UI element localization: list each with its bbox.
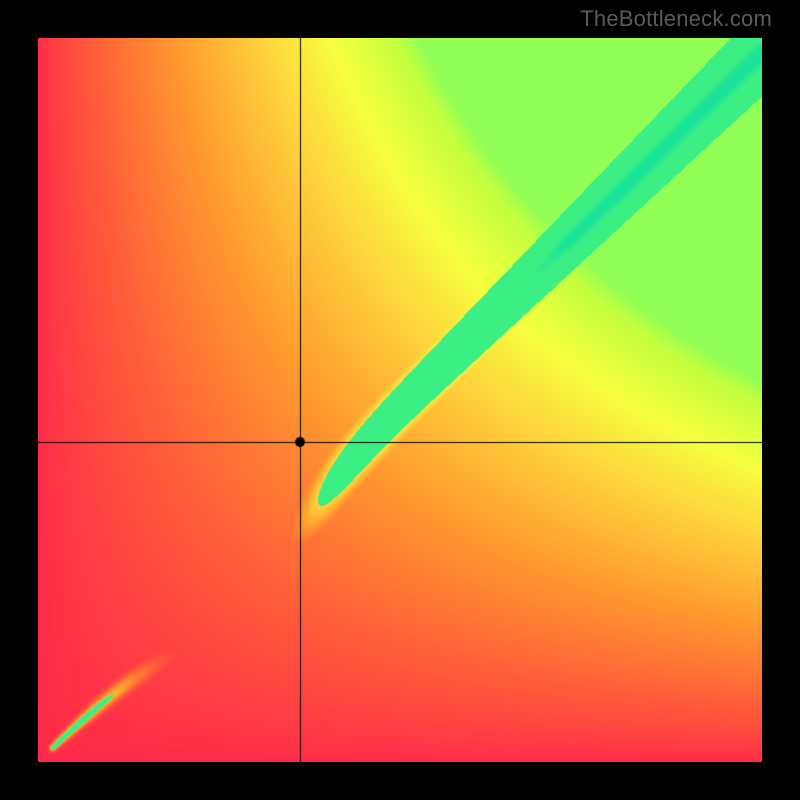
watermark-text: TheBottleneck.com (580, 6, 772, 32)
chart-container: TheBottleneck.com (0, 0, 800, 800)
heatmap-canvas (38, 38, 762, 762)
